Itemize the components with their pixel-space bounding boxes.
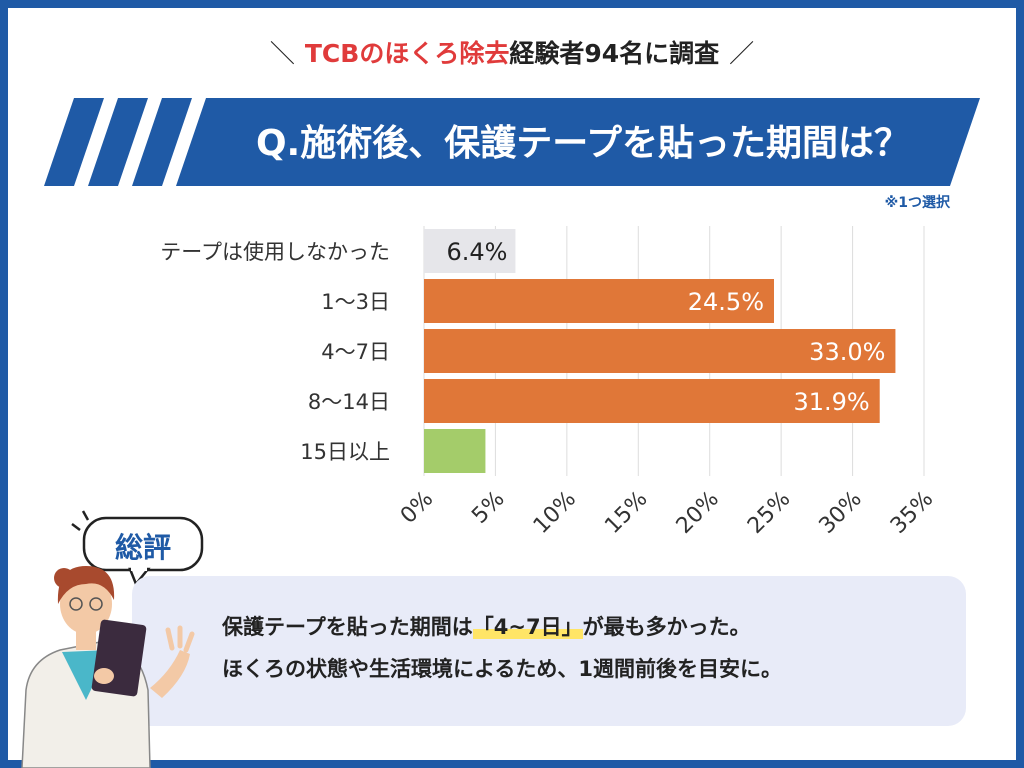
summary-line-1-highlight: 「4~7日」 — [473, 615, 583, 639]
summary-line-1: 保護テープを貼った期間は「4~7日」が最も多かった。 — [222, 611, 751, 641]
summary-heading: 総評 — [86, 526, 200, 566]
summary-line-1-after: が最も多かった。 — [583, 615, 751, 639]
summary-panel — [132, 576, 966, 726]
summary-line-1-before: 保護テープを貼った期間は — [222, 615, 473, 639]
summary-line-2: ほくろの状態や生活環境によるため、1週間前後を目安に。 — [222, 653, 782, 683]
